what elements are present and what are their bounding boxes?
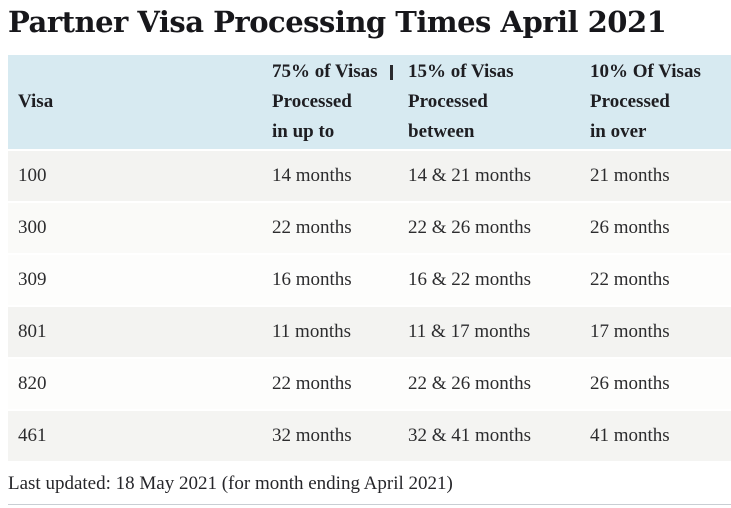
processed-15-cell: 32 & 41 months (398, 411, 580, 463)
processed-10-cell: 21 months (580, 151, 731, 203)
column-header-label: Processed (590, 91, 670, 112)
processed-15-cell: 14 & 21 months (398, 151, 580, 203)
visa-subclass-cell: 309 (8, 255, 262, 307)
table-row: 461 32 months 32 & 41 months 41 months (8, 411, 731, 463)
visa-subclass-cell: 300 (8, 203, 262, 255)
processed-75-cell: 22 months (262, 203, 398, 255)
processed-75-cell: 16 months (262, 255, 398, 307)
column-header-label: between (408, 121, 475, 142)
table-body: 100 14 months 14 & 21 months 21 months 3… (8, 151, 731, 463)
table-row: 100 14 months 14 & 21 months 21 months (8, 151, 731, 203)
column-header-label: 10% Of Visas (590, 61, 701, 82)
table-row: 309 16 months 16 & 22 months 22 months (8, 255, 731, 307)
processed-15-cell: 16 & 22 months (398, 255, 580, 307)
processed-10-cell: 17 months (580, 307, 731, 359)
processed-10-cell: 26 months (580, 203, 731, 255)
column-header-label: Processed (408, 91, 488, 112)
last-updated-note: Last updated: 18 May 2021 (for month end… (8, 473, 453, 494)
processed-75-cell: 32 months (262, 411, 398, 463)
column-header-15-percent: 15% of Visas Processed between (398, 55, 580, 151)
processed-10-cell: 41 months (580, 411, 731, 463)
processed-10-cell: 22 months (580, 255, 731, 307)
table-row: 300 22 months 22 & 26 months 26 months (8, 203, 731, 255)
page-title: Partner Visa Processing Times April 2021 (8, 5, 667, 39)
processed-75-cell: 11 months (262, 307, 398, 359)
column-header-label: 15% of Visas (408, 61, 514, 82)
column-header-label: in over (590, 121, 647, 142)
table-row: 820 22 months 22 & 26 months 26 months (8, 359, 731, 411)
bottom-divider (8, 504, 731, 505)
column-header-75-percent: 75% of Visas Processed in up to (262, 55, 398, 151)
processed-15-cell: 22 & 26 months (398, 203, 580, 255)
column-header-label: Visa (18, 91, 54, 112)
processed-15-cell: 11 & 17 months (398, 307, 580, 359)
table-header: Visa 75% of Visas Processed in up to 15%… (8, 55, 731, 151)
column-header-10-percent: 10% Of Visas Processed in over (580, 55, 731, 151)
column-header-label: in up to (272, 121, 335, 142)
clipped-glyph-artifact (390, 65, 393, 80)
column-header-label: Processed (272, 91, 352, 112)
visa-subclass-cell: 801 (8, 307, 262, 359)
column-header-visa: Visa (8, 55, 262, 151)
processed-15-cell: 22 & 26 months (398, 359, 580, 411)
visa-processing-table: Visa 75% of Visas Processed in up to 15%… (8, 55, 731, 463)
processed-75-cell: 14 months (262, 151, 398, 203)
table-row: 801 11 months 11 & 17 months 17 months (8, 307, 731, 359)
visa-subclass-cell: 820 (8, 359, 262, 411)
visa-subclass-cell: 461 (8, 411, 262, 463)
processed-10-cell: 26 months (580, 359, 731, 411)
table-header-row: Visa 75% of Visas Processed in up to 15%… (8, 55, 731, 151)
visa-subclass-cell: 100 (8, 151, 262, 203)
processed-75-cell: 22 months (262, 359, 398, 411)
column-header-label: 75% of Visas (272, 61, 378, 82)
